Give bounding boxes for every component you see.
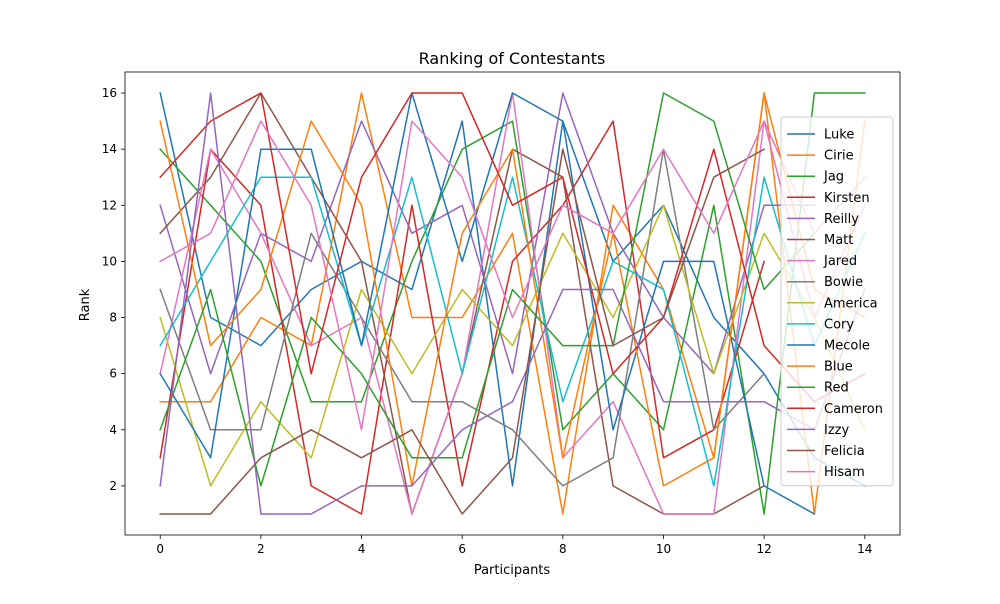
y-tick-label: 4	[109, 423, 117, 437]
x-axis-label: Participants	[474, 563, 551, 578]
series-line-mecole	[159, 92, 816, 516]
y-tick-label: 10	[102, 254, 117, 268]
series-line-cameron	[159, 92, 866, 403]
legend-label: Jag	[823, 170, 844, 185]
x-tick-label: 6	[458, 542, 466, 556]
series-line-hisam	[159, 120, 866, 431]
legend-box	[780, 116, 894, 487]
legend-label: Matt	[824, 233, 853, 248]
y-tick-label: 12	[102, 198, 117, 212]
series-line-blue	[159, 92, 866, 487]
y-tick-label: 16	[102, 86, 117, 100]
series-line-reilly	[159, 92, 816, 375]
legend: Luke Cirie Jag Kirsten Reilly Matt Jared Bowie A…	[780, 116, 894, 487]
x-tick-label: 8	[559, 542, 567, 556]
legend-label: Blue	[824, 360, 853, 375]
x-tick-label: 4	[358, 542, 366, 556]
y-axis-label: Rank	[78, 288, 93, 321]
legend-label: Izzy	[824, 423, 849, 438]
axes-layer: 0 2 4 6 8 10 12 14 2 4 6 8 10 12 14 16	[102, 71, 901, 556]
plot-frame	[124, 71, 901, 536]
x-tick-label: 12	[756, 542, 771, 556]
legend-label: America	[824, 296, 878, 311]
y-tick-label: 8	[109, 311, 117, 325]
legend-label: Hisam	[824, 465, 865, 480]
legend-label: Jared	[823, 254, 857, 269]
series-layer	[159, 92, 866, 516]
legend-label: Luke	[824, 128, 854, 143]
series-line-felicia	[159, 148, 766, 515]
x-tick-label: 14	[857, 542, 872, 556]
series-line-red	[159, 92, 816, 487]
series-line-kirsten	[159, 120, 766, 515]
series-line-izzy	[159, 92, 866, 515]
legend-label: Cory	[824, 317, 854, 332]
legend-label: Red	[824, 381, 849, 396]
x-tick-label: 0	[156, 542, 164, 556]
chart-title: Ranking of Contestants	[419, 49, 606, 68]
legend-label: Cirie	[824, 149, 854, 164]
legend-label: Kirsten	[824, 191, 870, 206]
x-tick-label: 2	[257, 542, 265, 556]
y-tick-label: 14	[102, 142, 117, 156]
legend-label: Bowie	[824, 275, 863, 290]
y-tick-label: 2	[109, 479, 117, 493]
y-tick-label: 6	[109, 367, 117, 381]
legend-label: Cameron	[824, 402, 883, 417]
legend-label: Felicia	[824, 444, 865, 459]
x-tick-label: 10	[656, 542, 671, 556]
legend-label: Reilly	[824, 212, 859, 227]
legend-label: Mecole	[824, 339, 870, 354]
